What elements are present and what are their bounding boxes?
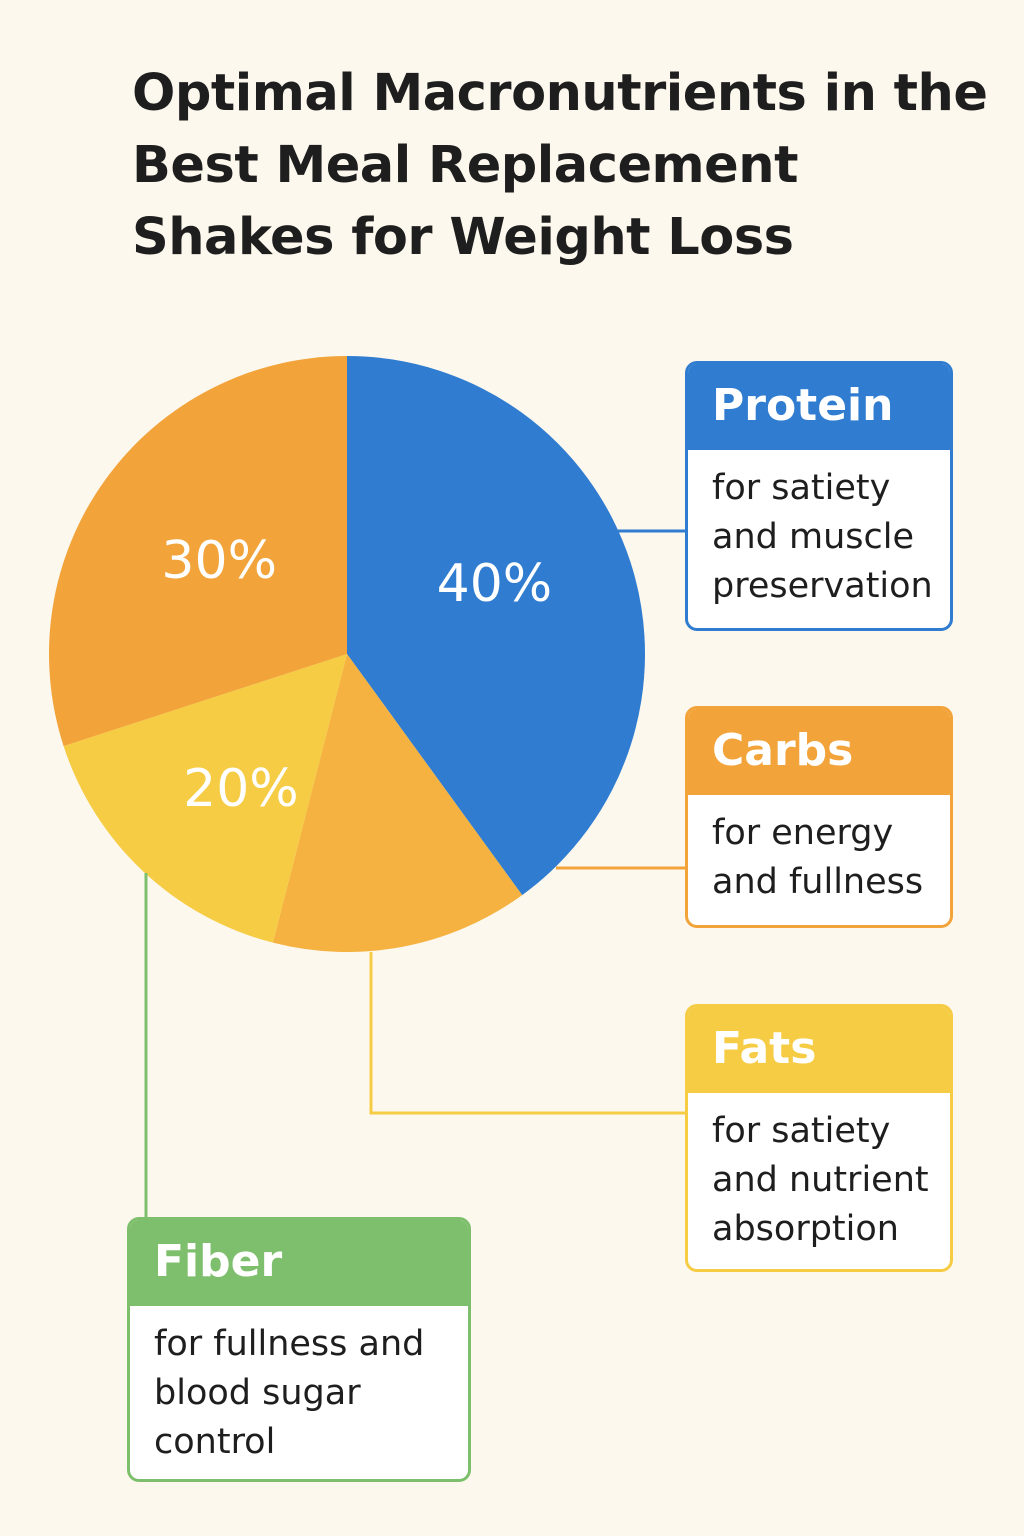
- legend-card-protein-title: Protein: [688, 364, 950, 450]
- pie-slice-label-0: 40%: [437, 554, 553, 614]
- legend-card-fats-title: Fats: [688, 1007, 950, 1093]
- pie-slice-3: [49, 356, 348, 747]
- legend-card-fats: Fats for satiety and nutrient absorption: [685, 1004, 953, 1272]
- connector-lines: [144, 529, 685, 1217]
- legend-card-fiber-title: Fiber: [130, 1220, 468, 1306]
- pie-slices: [49, 355, 646, 953]
- chart-title: Optimal Macronutrients in the Best Meal …: [132, 64, 988, 267]
- legend-card-carbs-description: for energy and fullness: [712, 813, 924, 902]
- pie-slice-2: [63, 654, 348, 943]
- pie-slice-0: [347, 355, 646, 896]
- pie-slice-label-2: 20%: [183, 759, 299, 819]
- pie-slice-labels: 40% 20% 30%: [161, 531, 552, 819]
- legend-card-fiber: Fiber for fullness and blood sugar contr…: [127, 1217, 471, 1482]
- legend-card-protein: Protein for satiety and muscle preservat…: [685, 361, 953, 631]
- fats-connector: [369, 952, 685, 1115]
- pie-slice-label-3: 30%: [161, 531, 277, 591]
- legend-card-fiber-description: for fullness and blood sugar control: [154, 1324, 425, 1462]
- legend-card-carbs-title: Carbs: [688, 709, 950, 795]
- legend-card-fats-description: for satiety and nutrient absorption: [712, 1111, 929, 1249]
- legend-card-protein-description: for satiety and muscle preservation: [712, 468, 933, 606]
- legend-card-carbs: Carbs for energy and fullness: [685, 706, 953, 928]
- pie-slice-1: [272, 654, 523, 953]
